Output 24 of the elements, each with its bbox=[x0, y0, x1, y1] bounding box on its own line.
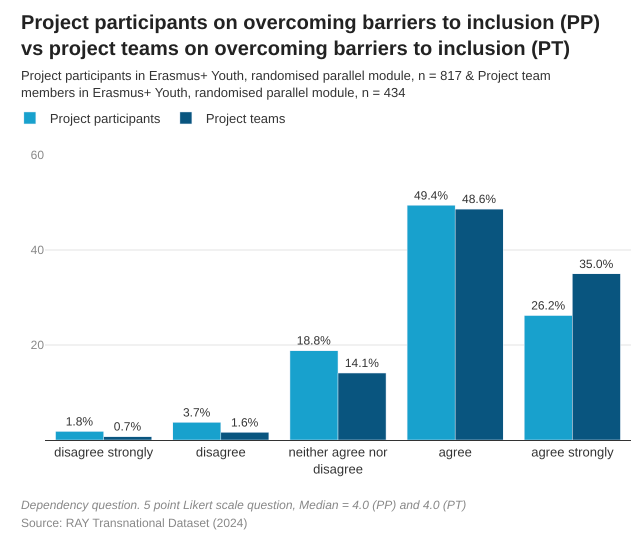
x-tick-label: agree strongly bbox=[531, 444, 614, 460]
chart-title: Project participants on overcoming barriers to inclusion (PP) vs project teams on overcoming barriers to inclusion (PT) bbox=[21, 12, 600, 60]
data-label: 48.6% bbox=[462, 192, 496, 206]
legend-label: Project participants bbox=[50, 111, 161, 126]
chart-subtitle: Project participants in Erasmus+ Youth, randomised parallel module, n = 817 & Project team members in Erasmus+ Youth, randomised parallel module, n = 434 bbox=[21, 68, 551, 100]
y-tick-label: 60 bbox=[30, 148, 44, 162]
y-tick-label: 20 bbox=[30, 338, 44, 352]
data-label: 49.4% bbox=[414, 188, 448, 202]
y-tick-label: 40 bbox=[30, 243, 44, 258]
x-tick-label: disagree strongly bbox=[54, 444, 154, 460]
data-label: 3.7% bbox=[182, 405, 211, 420]
legend-label: Project teams bbox=[206, 111, 286, 126]
text: Dependency question. 5 point Likert scale question, Median = 4.0 (PP) and 4.0 (PT) bbox=[21, 498, 466, 512]
data-label: 1.8% bbox=[66, 414, 94, 428]
data-label: 14.1% bbox=[344, 356, 380, 370]
x-tick-label: agree bbox=[438, 444, 472, 460]
data-label: 18.8% bbox=[296, 334, 332, 348]
source-note: Source: RAY Transnational Dataset (2024) bbox=[21, 516, 248, 530]
x-tick-label: neither agree nor disagree bbox=[288, 444, 388, 476]
data-label: 26.2% bbox=[531, 298, 566, 313]
data-label: 1.6% bbox=[230, 415, 259, 430]
x-tick-label: disagree bbox=[196, 444, 246, 460]
data-label: 35.0% bbox=[579, 256, 614, 271]
data-label: 0.7% bbox=[114, 420, 142, 434]
